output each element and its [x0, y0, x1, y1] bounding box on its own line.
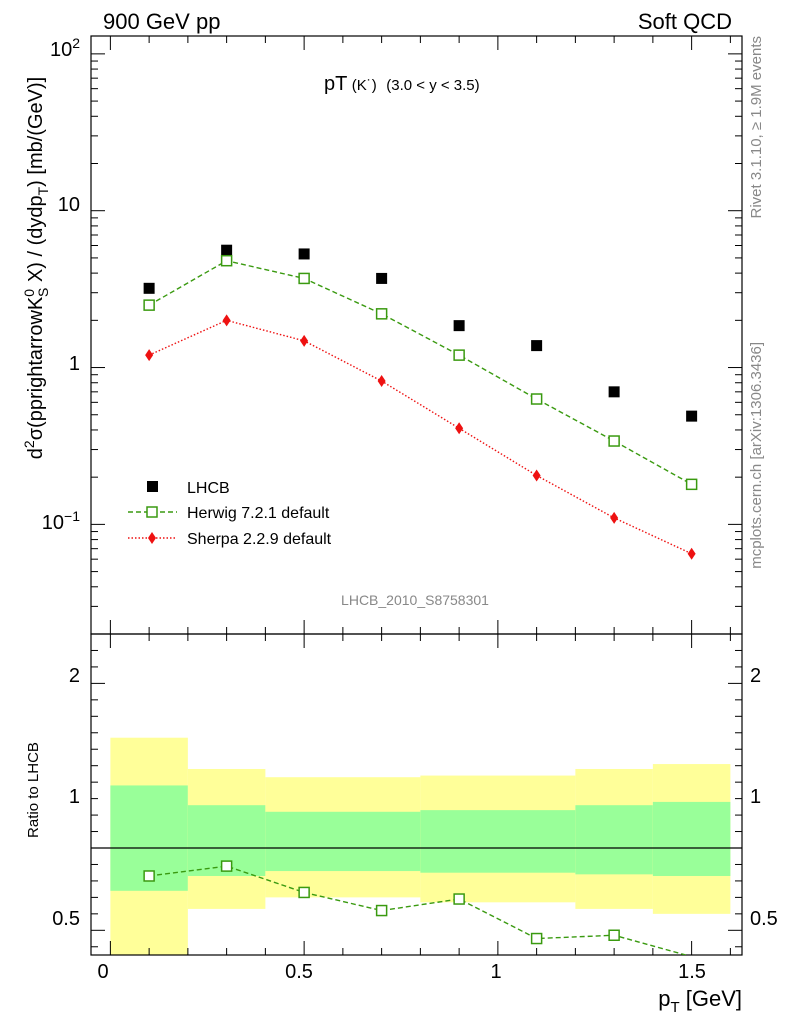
ratio-ytick-label-1: 1	[69, 786, 80, 808]
herwig-point-6	[608, 435, 620, 447]
xlabel: pT [GeV]	[658, 986, 742, 1016]
xtick-label-1.5: 1.5	[678, 961, 706, 983]
ratio-herwig-point-5	[530, 932, 543, 945]
ratio-herwig-point-2	[298, 886, 310, 899]
sherpa-line	[148, 319, 692, 555]
sherpa-point-0	[145, 349, 154, 362]
sherpa-point-1	[222, 314, 231, 327]
lhcb-point-3	[376, 272, 388, 284]
legend: LHCB Herwig 7.2.1 default Sherpa 2.2.9 d…	[128, 480, 332, 548]
plot-title: pT (K˙) (3.0 < y < 3.5)	[324, 73, 480, 95]
sherpa-point-2	[300, 334, 309, 347]
main-ylabel: d2σ(pprightarrowK0S X) / (dydpT) [mb/(Ge…	[21, 77, 51, 459]
lhcb-point-4	[453, 320, 465, 332]
lhcb-point-6	[608, 386, 620, 398]
sherpa-point-7	[687, 547, 696, 560]
herwig-point-0	[143, 299, 155, 311]
main-series	[143, 244, 698, 560]
herwig-point-7	[685, 478, 698, 491]
ratio-series	[143, 860, 689, 955]
xtick-label-0: 0	[97, 961, 108, 983]
lhcb-point-5	[531, 340, 543, 352]
ratio-herwig-point-1	[220, 860, 233, 872]
ratio-herwig-point-3	[375, 904, 388, 917]
ratio-ytick-label-1-right: 1	[750, 786, 761, 808]
mcplots-label: mcplots.cern.ch [arXiv:1306.3436]	[748, 342, 765, 569]
ytick-label-10: 10	[58, 194, 80, 216]
ratio-band-inner-3	[420, 810, 576, 873]
ratio-band-inner-4	[575, 805, 653, 875]
ratio-herwig-group	[143, 860, 689, 955]
ratio-band-inner-2	[265, 811, 421, 872]
ratio-ylabel: Ratio to LHCB	[25, 742, 42, 838]
herwig-point-4	[453, 349, 465, 361]
ratio-ytick-label-2-right: 2	[750, 665, 761, 687]
legend-label-herwig: Herwig 7.2.1 default	[187, 505, 330, 522]
ytick-label-0.1: 10−1	[42, 508, 80, 534]
legend-label-lhcb: LHCB	[187, 480, 230, 497]
sherpa-point-4	[455, 422, 464, 435]
plot-title-range: (3.0 < y < 3.5)	[386, 77, 479, 94]
ratio-herwig-point-0	[143, 870, 155, 882]
lhcb-point-0	[143, 282, 155, 294]
ratio-herwig-line	[149, 865, 689, 955]
legend-marker-herwig	[146, 506, 158, 518]
header-left: 900 GeV pp	[103, 9, 220, 34]
legend-label-sherpa: Sherpa 2.2.9 default	[187, 531, 332, 548]
herwig-point-5	[530, 393, 543, 405]
analysis-id: LHCB_2010_S8758301	[341, 592, 489, 608]
ratio-band-inner-5	[652, 801, 731, 876]
herwig-line	[148, 259, 692, 485]
ytick-label-1: 1	[69, 353, 80, 375]
ratio-herwig-point-4	[453, 893, 465, 905]
ratio-ytick-label-2: 2	[69, 665, 80, 687]
header-right: Soft QCD	[638, 9, 732, 34]
ratio-frame	[90, 633, 743, 956]
lhcb-point-2	[298, 248, 310, 260]
ratio-bands	[110, 737, 731, 955]
legend-marker-lhcb	[147, 481, 158, 492]
herwig-point-1	[220, 254, 233, 267]
legend-marker-sherpa	[148, 532, 156, 544]
ytick-label-100: 102	[50, 35, 80, 61]
plot-title-particle: (K˙)	[352, 77, 377, 94]
lhcb-point-7	[686, 410, 698, 422]
sherpa-point-3	[377, 375, 386, 388]
xtick-label-0.5: 0.5	[285, 961, 313, 983]
sherpa-point-6	[610, 511, 619, 524]
rivet-label: Rivet 3.1.10, ≥ 1.9M events	[748, 36, 765, 219]
ratio-ytick-label-0.5-right: 0.5	[750, 908, 778, 930]
herwig-point-2	[298, 272, 310, 285]
ratio-herwig-point-6	[608, 929, 620, 941]
ratio-axes	[90, 633, 743, 956]
sherpa-point-5	[532, 469, 541, 482]
xtick-label-1: 1	[490, 961, 501, 983]
plot-title-main: pT	[324, 73, 347, 95]
lhcb-point-1	[221, 244, 233, 256]
ratio-ytick-label-0.5: 0.5	[52, 908, 80, 930]
herwig-point-3	[375, 308, 388, 320]
